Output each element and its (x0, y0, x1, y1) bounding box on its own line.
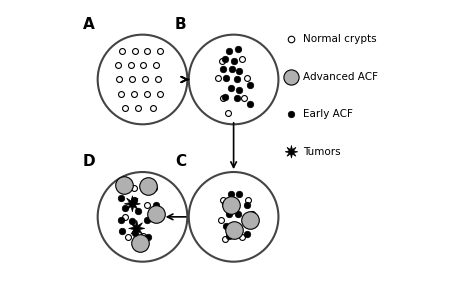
Point (221, 95, 229, 99)
Text: B: B (174, 17, 186, 32)
Point (246, 83, 254, 88)
Point (227, 191, 235, 196)
Point (129, 77, 136, 82)
Polygon shape (124, 196, 140, 212)
Point (120, 183, 128, 187)
Point (150, 186, 158, 190)
Point (246, 216, 254, 221)
Point (130, 197, 138, 202)
Text: C: C (175, 154, 186, 169)
Point (148, 215, 155, 219)
Point (156, 48, 164, 53)
Point (233, 96, 240, 101)
Text: Early ACF: Early ACF (303, 109, 353, 119)
Point (233, 77, 240, 82)
Point (288, 112, 295, 117)
Point (134, 106, 142, 111)
Point (249, 212, 256, 216)
Point (122, 206, 129, 211)
Point (143, 48, 150, 53)
Point (227, 86, 235, 91)
Point (117, 92, 124, 96)
Text: A: A (83, 17, 95, 32)
Point (156, 92, 164, 96)
Point (122, 215, 129, 219)
Point (117, 196, 124, 200)
Text: Advanced ACF: Advanced ACF (303, 72, 378, 81)
Point (145, 235, 152, 239)
Point (244, 222, 252, 226)
Point (130, 186, 138, 190)
Point (240, 96, 247, 101)
Point (152, 212, 159, 216)
Point (233, 223, 240, 228)
Point (288, 74, 295, 79)
Point (219, 67, 227, 72)
Point (238, 235, 246, 239)
Point (234, 212, 242, 216)
Point (234, 47, 242, 51)
Point (223, 223, 230, 228)
Point (155, 77, 162, 82)
Point (139, 233, 146, 238)
Point (226, 48, 233, 53)
Point (236, 191, 243, 196)
Point (243, 232, 250, 237)
Point (230, 227, 237, 232)
Point (122, 106, 129, 111)
Point (141, 77, 149, 82)
Point (226, 233, 233, 238)
Point (243, 203, 250, 208)
Point (227, 203, 235, 208)
Point (131, 48, 139, 53)
Point (214, 76, 221, 80)
Point (224, 110, 232, 115)
Point (246, 218, 254, 222)
Point (139, 63, 146, 67)
Point (136, 241, 143, 245)
Point (226, 212, 233, 216)
Polygon shape (285, 145, 298, 158)
Text: Tumors: Tumors (303, 147, 341, 157)
Point (149, 106, 157, 111)
Polygon shape (129, 220, 145, 237)
Point (244, 197, 252, 202)
Point (143, 218, 150, 222)
Point (129, 219, 136, 224)
Point (218, 58, 226, 63)
Point (288, 37, 295, 41)
Point (118, 48, 126, 53)
Point (152, 63, 159, 67)
Point (118, 229, 126, 234)
Point (117, 218, 124, 222)
Point (143, 92, 150, 96)
Point (221, 201, 229, 206)
Point (223, 76, 230, 80)
Point (143, 203, 150, 208)
Point (238, 57, 246, 62)
Point (127, 63, 135, 67)
Point (219, 197, 227, 202)
Point (219, 96, 227, 101)
Text: Normal crypts: Normal crypts (303, 34, 377, 44)
Point (217, 218, 224, 222)
Point (152, 203, 159, 208)
Point (230, 58, 237, 63)
Point (130, 92, 138, 96)
Point (236, 68, 243, 73)
Point (236, 87, 243, 92)
Point (115, 77, 123, 82)
Point (221, 57, 229, 62)
Point (221, 236, 229, 241)
Point (228, 67, 236, 72)
Point (243, 76, 250, 80)
Point (134, 209, 142, 213)
Point (246, 102, 254, 106)
Point (114, 63, 122, 67)
Text: D: D (82, 154, 95, 169)
Point (131, 230, 139, 235)
Point (124, 235, 132, 239)
Point (145, 184, 152, 189)
